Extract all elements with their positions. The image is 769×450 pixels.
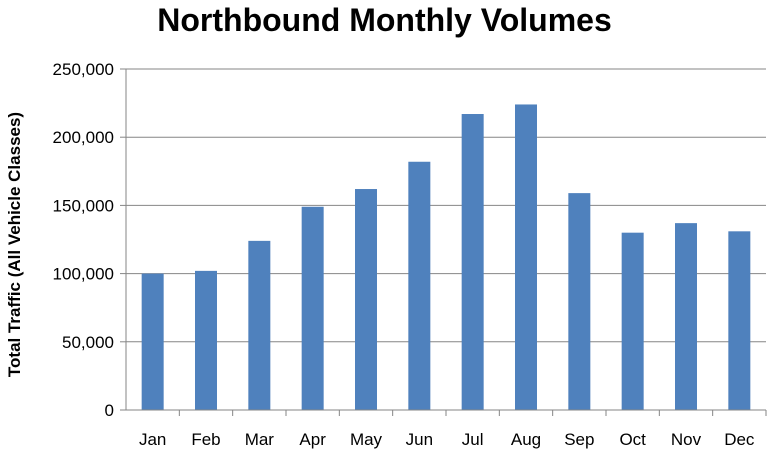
y-tick-label: 200,000	[53, 128, 114, 147]
x-tick-label: Aug	[511, 430, 541, 449]
bar-jul	[461, 114, 484, 411]
tick-labels: 0 50,000 100,000 150,000 200,000 250,000 Jan Fe…	[53, 60, 755, 449]
bar-jun	[408, 161, 431, 410]
y-tick-label: 250,000	[53, 60, 114, 79]
gridlines	[126, 68, 766, 343]
y-tick-label: 100,000	[53, 265, 114, 284]
bar-feb	[195, 270, 217, 410]
chart-title: Northbound Monthly Volumes	[157, 2, 612, 38]
x-tick-label: Jan	[139, 430, 166, 449]
x-tick-label: Apr	[299, 430, 326, 449]
bar-aug	[515, 104, 537, 411]
x-tick-label: Sep	[564, 430, 594, 449]
bar-may	[355, 189, 377, 410]
bar-oct	[621, 232, 644, 410]
x-tick-label: Oct	[619, 430, 646, 449]
axes	[120, 68, 767, 416]
bar-dec	[728, 231, 751, 410]
x-tick-label: Mar	[245, 430, 275, 449]
bars	[141, 104, 751, 411]
y-axis-title: Total Traffic (All Vehicle Classes)	[5, 112, 24, 377]
x-tick-label: Dec	[724, 430, 755, 449]
bar-jan	[141, 273, 164, 410]
x-tick-label: Nov	[671, 430, 702, 449]
x-tick-label: Jul	[462, 430, 484, 449]
y-tick-label: 0	[105, 401, 114, 420]
bar-apr	[301, 206, 324, 410]
x-tick-label: Jun	[406, 430, 433, 449]
y-tick-label: 50,000	[62, 333, 114, 352]
bar-mar	[248, 240, 271, 410]
x-tick-label: May	[350, 430, 383, 449]
bar-nov	[675, 223, 697, 410]
y-tick-label: 150,000	[53, 196, 114, 215]
x-tick-label: Feb	[191, 430, 220, 449]
bar-sep	[568, 193, 591, 410]
